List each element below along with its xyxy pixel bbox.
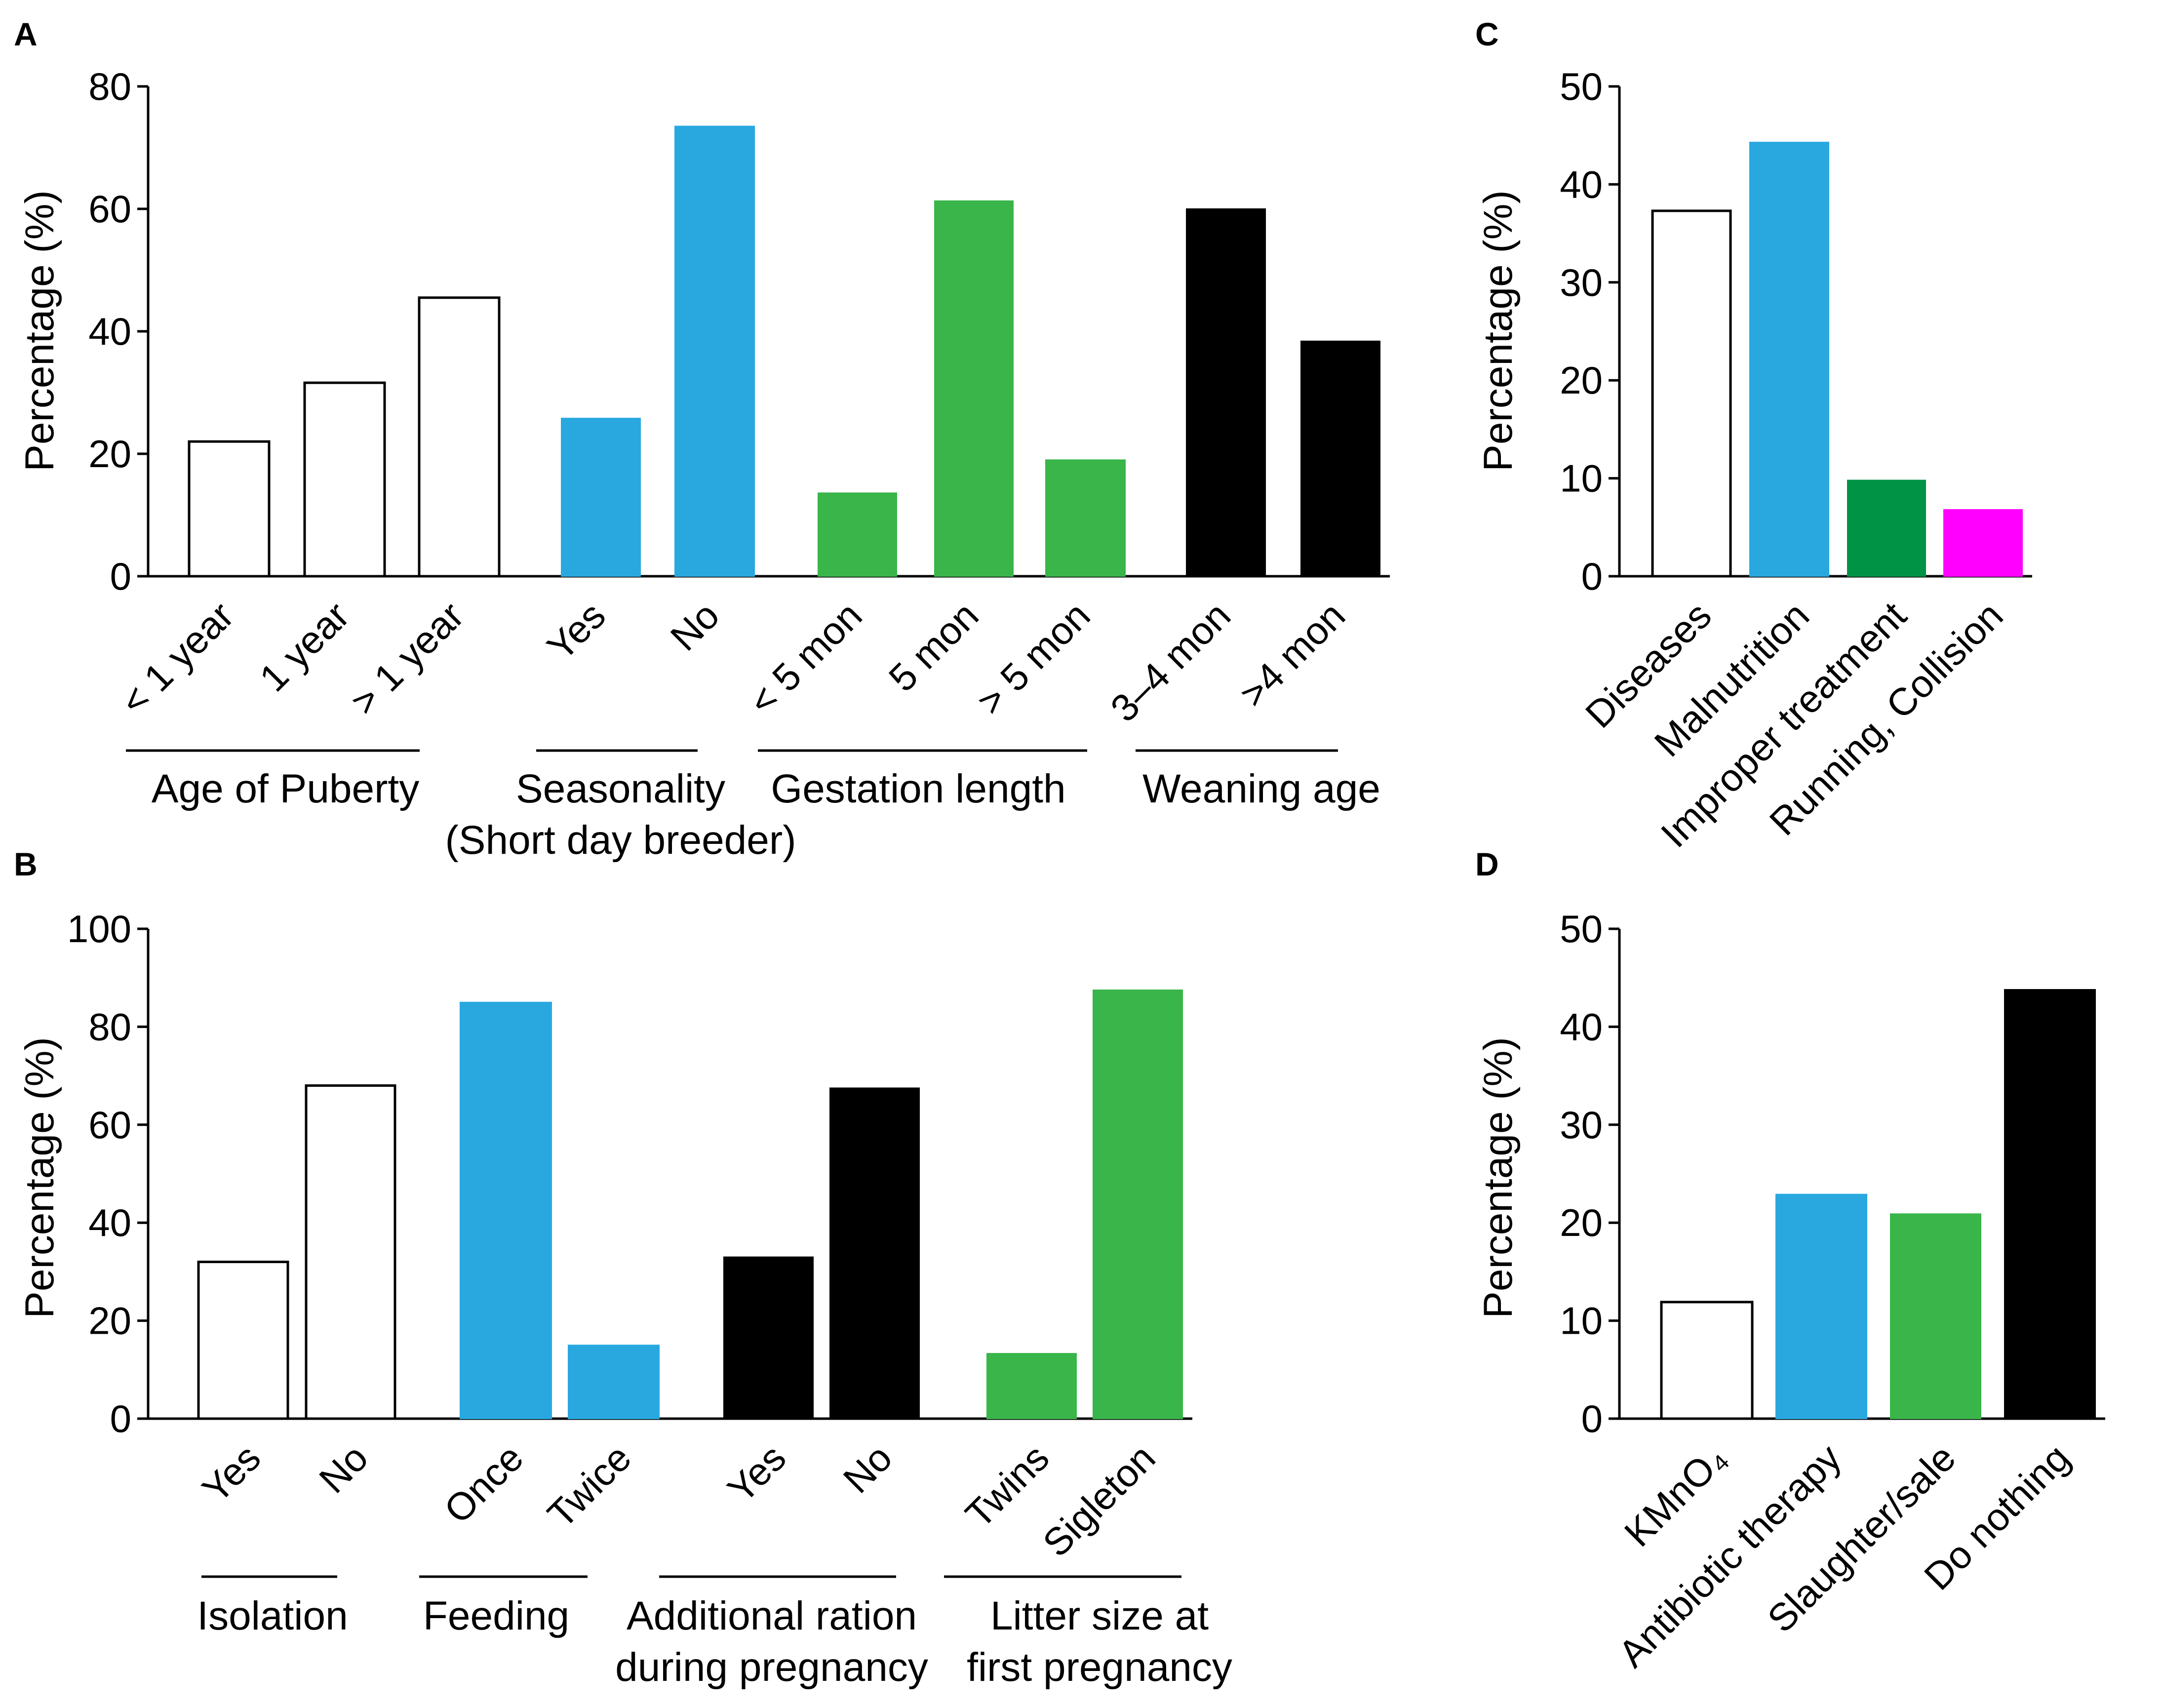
- panel-c-ytick-label: 50: [1560, 65, 1603, 108]
- panel-a-ytick-label: 0: [110, 555, 131, 598]
- panel-d-ytick-label: 20: [1560, 1201, 1603, 1244]
- panel-b-ytick-label: 20: [88, 1299, 131, 1343]
- panel-b-bar: [829, 1087, 920, 1419]
- panel-a-group-label: Gestation length: [771, 766, 1065, 811]
- panel-a-category-label: Yes: [539, 594, 614, 669]
- panel-d-ytick-label: 30: [1560, 1103, 1603, 1147]
- panel-a-category-label: 3–4 mon: [1102, 594, 1239, 730]
- panel-b-category-label: Twins: [957, 1436, 1057, 1536]
- panel-a-ylabel: Percentage (%): [17, 190, 62, 472]
- panel-b-bar: [1093, 990, 1183, 1419]
- panel-a-bar: [1300, 340, 1380, 577]
- panel-a: A Percentage (%) 0 20 40 60 80 < 1 year 1 year…: [14, 16, 1390, 863]
- panel-b-bar: [305, 1084, 396, 1420]
- panel-b-group-label: Litter size at first pregnancy: [967, 1593, 1232, 1690]
- panel-d-ytick-label: 0: [1581, 1397, 1603, 1440]
- panel-letter-a: A: [14, 16, 38, 52]
- panel-a-ytick-label: 80: [88, 65, 131, 108]
- panel-b-ytick-label: 100: [67, 907, 131, 951]
- panel-d-ylabel: Percentage (%): [1476, 1037, 1521, 1318]
- panel-c-ytick-label: 10: [1560, 457, 1603, 500]
- panel-b-bar: [986, 1353, 1077, 1419]
- panel-b-bar: [197, 1261, 289, 1420]
- panel-b-ylabel: Percentage (%): [17, 1037, 62, 1318]
- panel-b-ytick-label: 0: [110, 1397, 131, 1440]
- panel-b-category-label: Yes: [194, 1436, 269, 1511]
- panel-b-group-label: Feeding: [423, 1593, 569, 1638]
- panel-a-category-label: 5 mon: [880, 594, 987, 700]
- panel-b-ytick-label: 60: [88, 1103, 131, 1147]
- panel-c-ytick-label: 30: [1560, 261, 1603, 304]
- panel-b-category-label: Once: [435, 1436, 531, 1532]
- panel-a-ytick-label: 40: [88, 310, 131, 353]
- panel-letter-b: B: [14, 846, 38, 882]
- panel-c-bar: [1749, 142, 1829, 577]
- panel-b-bar: [460, 1001, 552, 1420]
- panel-a-bar: [674, 125, 755, 577]
- panel-d: D Percentage (%) 01020304050KMnO₄Antibio…: [1475, 846, 2105, 1675]
- panel-a-category-label: > 5 mon: [968, 594, 1098, 723]
- panel-d-ytick-label: 10: [1560, 1299, 1603, 1343]
- panel-d-bar: [2004, 989, 2096, 1420]
- panel-a-bar: [1045, 459, 1126, 577]
- panel-b-bar: [723, 1256, 814, 1419]
- panel-d-bar: [1660, 1301, 1754, 1420]
- panel-c-ytick-label: 0: [1581, 555, 1603, 598]
- panel-a-ytick-label: 60: [88, 187, 131, 231]
- panel-a-category-label: 1 year: [251, 594, 357, 700]
- panel-b-category-label: No: [311, 1436, 376, 1502]
- panel-a-ytick-label: 20: [88, 432, 131, 476]
- panel-d-bar: [1775, 1193, 1867, 1420]
- panel-a-group-label: Seasonality (Short day breeder): [445, 766, 796, 863]
- panel-a-plot: 0 20 40 60 80 < 1 year 1 year> 1 year Yes No < 5 …: [88, 65, 1390, 863]
- panel-letter-c: C: [1475, 16, 1499, 52]
- panel-d-ytick-label: 40: [1560, 1005, 1603, 1048]
- panel-b-bar: [568, 1345, 660, 1419]
- panel-c-ytick-label: 20: [1560, 358, 1603, 402]
- panel-a-group-label: Weaning age: [1142, 766, 1380, 811]
- panel-c-bar: [1943, 509, 2023, 577]
- panel-a-bar: [418, 296, 501, 578]
- panel-d-ytick-label: 50: [1560, 907, 1603, 951]
- panel-a-category-label: No: [662, 594, 728, 659]
- panel-b-category-label: Yes: [719, 1436, 794, 1511]
- panel-a-bar: [934, 200, 1014, 577]
- panel-c-bar: [1847, 479, 1926, 577]
- panel-b-category-label: Sigleton: [1034, 1436, 1164, 1565]
- panel-b-category-label: No: [835, 1436, 901, 1502]
- panel-c-ylabel: Percentage (%): [1476, 190, 1521, 472]
- panel-a-bar: [1186, 208, 1266, 577]
- panel-a-bar: [561, 418, 641, 577]
- panel-b-group-label: Isolation: [197, 1593, 348, 1638]
- panel-c: C Percentage (%) 01020304050DiseasesMaln…: [1475, 16, 2032, 856]
- panel-a-category-label: > 1 year: [342, 594, 472, 723]
- panel-c-ytick-label: 40: [1560, 162, 1603, 206]
- panel-b-group-label: Additional ration during pregnancy: [615, 1593, 928, 1690]
- panel-d-bar: [1890, 1213, 1981, 1419]
- panel-a-category-label: < 5 mon: [740, 594, 870, 723]
- panel-a-bar: [188, 440, 271, 578]
- panel-a-category-label: >4 mon: [1231, 594, 1353, 716]
- panel-a-group-label: Age of Puberty: [152, 766, 419, 811]
- panel-b-ytick-label: 40: [88, 1201, 131, 1244]
- panel-c-plot: 01020304050DiseasesMalnutritionImproper …: [1560, 65, 2032, 856]
- panel-letter-d: D: [1475, 846, 1499, 882]
- panel-a-category-label: < 1 year: [112, 594, 242, 723]
- panel-a-bar: [303, 381, 386, 578]
- panel-c-bar: [1651, 209, 1732, 578]
- panel-a-bar: [818, 492, 897, 577]
- panel-b-ytick-label: 80: [88, 1005, 131, 1048]
- panel-b-category-label: Twice: [539, 1436, 639, 1536]
- panel-b-plot: 0 20 40 60 80 100 Yes No Once Twice Yes No TwinsSigl…: [67, 907, 1232, 1690]
